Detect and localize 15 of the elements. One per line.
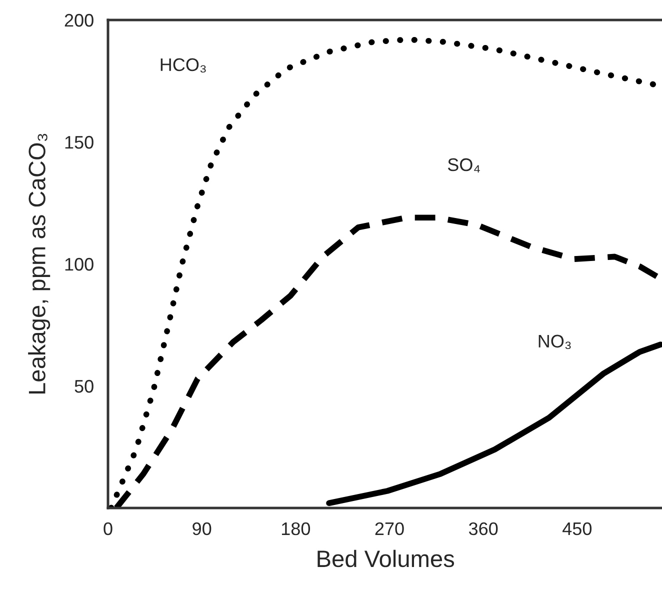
text: SO₄ [448,158,480,172]
y-tick-label: 200 [64,14,94,27]
x-tick-label: 450 [562,522,592,536]
y-tick-label: 150 [65,136,94,149]
x-tick-label: 270 [375,522,404,536]
text: HCO₃ [160,58,206,73]
x-tick-label: 360 [468,522,498,536]
text: NO₃ [538,334,571,350]
x-tick-label: 90 [192,522,212,536]
x-tick-label: 180 [282,522,310,536]
x-tick-label: 0 [104,522,112,536]
y-axis-title: Leakage, ppm as CaCO₃ [28,134,50,394]
y-tick-label: 100 [65,258,94,271]
y-tick-label: 50 [74,380,94,393]
x-axis-title: Bed Volumes [318,550,454,568]
